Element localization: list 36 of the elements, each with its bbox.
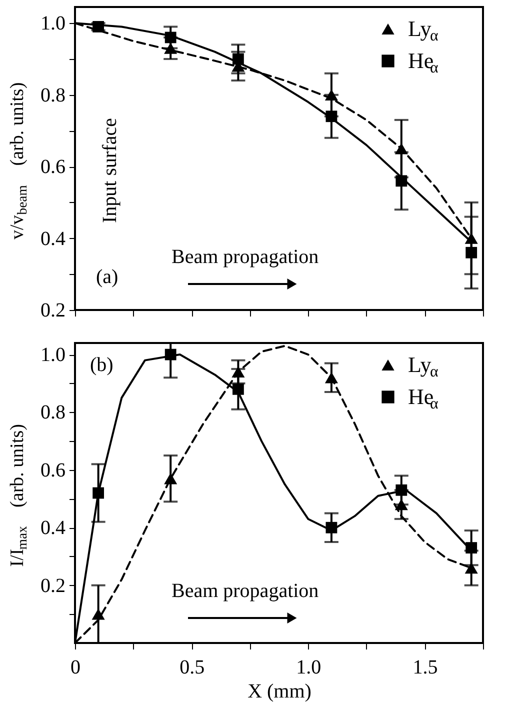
- y-tick-label: 0.8: [40, 402, 66, 424]
- point: [324, 372, 338, 384]
- y-tick-label: 1.0: [40, 12, 66, 35]
- x-tick-label: 0: [70, 656, 80, 678]
- point: [164, 348, 176, 360]
- x-tick-label: 1.5: [412, 656, 438, 678]
- point: [326, 522, 338, 534]
- x-tick-label: 0.5: [180, 656, 205, 678]
- point: [164, 472, 178, 484]
- point: [396, 484, 408, 496]
- point: [92, 487, 104, 499]
- y-tick-label: 0.6: [40, 459, 66, 482]
- annotation: Input surface: [99, 118, 121, 223]
- annotation: (b): [90, 354, 114, 376]
- point: [232, 53, 244, 65]
- annotation: Beam propagation: [172, 580, 319, 602]
- y-tick-label: 0.4: [40, 228, 66, 250]
- y-tick-label: 0.8: [40, 84, 66, 106]
- point: [396, 175, 408, 187]
- text: v/vbeam (arb. units): [7, 82, 30, 240]
- y-tick-label: 0.4: [40, 517, 66, 540]
- point: [92, 608, 105, 620]
- point: [326, 110, 338, 122]
- y-tick-label: 1.0: [40, 344, 66, 366]
- x-axis-title: X (mm): [248, 680, 312, 702]
- annotation: (a): [96, 266, 118, 288]
- y-tick-label: 0.2: [40, 574, 66, 597]
- x-tick-label: 1.0: [296, 656, 322, 678]
- point: [466, 246, 478, 258]
- y-tick-label: 0.2: [40, 300, 66, 322]
- text: I/Imax (arb. units): [7, 424, 30, 567]
- point: [466, 542, 478, 554]
- point: [164, 32, 176, 44]
- y-tick-label: 0.6: [40, 156, 66, 178]
- annotation: Beam propagation: [172, 246, 319, 268]
- point: [232, 383, 244, 395]
